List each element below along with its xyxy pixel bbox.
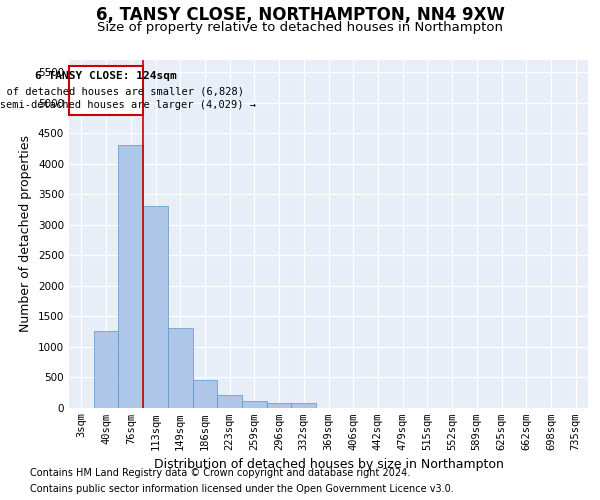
- Bar: [217, 396, 242, 407]
- X-axis label: Distribution of detached houses by size in Northampton: Distribution of detached houses by size …: [154, 458, 503, 471]
- Text: ← 62% of detached houses are smaller (6,828): ← 62% of detached houses are smaller (6,…: [0, 86, 244, 96]
- Text: 6, TANSY CLOSE, NORTHAMPTON, NN4 9XW: 6, TANSY CLOSE, NORTHAMPTON, NN4 9XW: [95, 6, 505, 24]
- Text: 6 TANSY CLOSE: 124sqm: 6 TANSY CLOSE: 124sqm: [35, 71, 177, 81]
- Bar: [193, 380, 217, 407]
- Bar: [118, 146, 143, 408]
- Bar: [267, 402, 292, 407]
- Text: 37% of semi-detached houses are larger (4,029) →: 37% of semi-detached houses are larger (…: [0, 100, 256, 110]
- Bar: [143, 206, 168, 408]
- Text: Contains HM Land Registry data © Crown copyright and database right 2024.: Contains HM Land Registry data © Crown c…: [30, 468, 410, 477]
- Bar: [242, 402, 267, 407]
- Bar: [292, 402, 316, 407]
- Bar: [94, 332, 118, 407]
- FancyBboxPatch shape: [69, 66, 143, 115]
- Text: Size of property relative to detached houses in Northampton: Size of property relative to detached ho…: [97, 21, 503, 34]
- Bar: [168, 328, 193, 407]
- Text: Contains public sector information licensed under the Open Government Licence v3: Contains public sector information licen…: [30, 484, 454, 494]
- Y-axis label: Number of detached properties: Number of detached properties: [19, 135, 32, 332]
